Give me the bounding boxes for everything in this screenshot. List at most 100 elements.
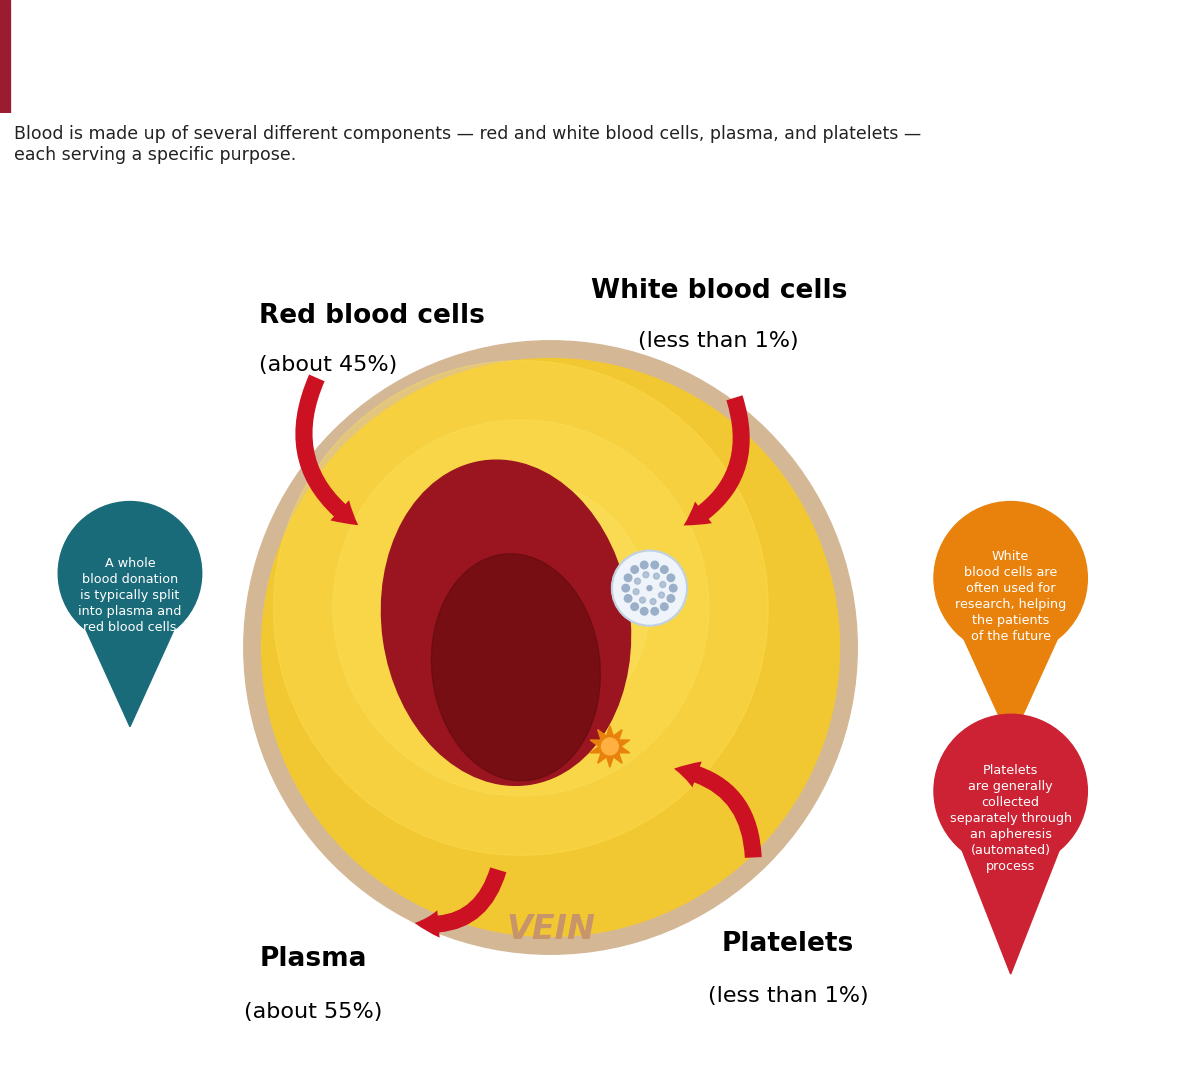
Circle shape	[934, 501, 1087, 655]
Text: (about 45%): (about 45%)	[259, 355, 397, 376]
Bar	[2, 0, 8, 113]
Bar	[1, 0, 8, 113]
Bar	[0, 0, 6, 113]
Circle shape	[624, 594, 632, 602]
Polygon shape	[590, 725, 630, 767]
Bar	[1, 0, 8, 113]
Text: (less than 1%): (less than 1%)	[638, 330, 799, 351]
Bar	[78, 570, 181, 613]
Bar	[2, 0, 10, 113]
Bar	[0, 0, 7, 113]
Bar	[4, 0, 11, 113]
Bar	[1, 0, 7, 113]
Bar	[0, 0, 6, 113]
Bar	[1, 0, 8, 113]
Circle shape	[650, 599, 656, 604]
Bar	[1, 0, 7, 113]
Polygon shape	[955, 620, 1066, 741]
Bar	[4, 0, 10, 113]
Bar	[2, 0, 8, 113]
Bar	[0, 0, 7, 113]
Bar	[4, 0, 10, 113]
Bar	[4, 0, 11, 113]
Text: Red blood cells: Red blood cells	[259, 303, 485, 329]
Bar	[2, 0, 8, 113]
Bar	[2, 0, 8, 113]
Bar	[2, 0, 8, 113]
Bar	[1, 0, 7, 113]
Circle shape	[641, 561, 648, 569]
Bar	[4, 0, 10, 113]
Bar	[2, 0, 10, 113]
Bar	[1, 0, 8, 113]
Bar	[4, 0, 10, 113]
Bar	[2, 0, 10, 113]
Bar	[2, 0, 10, 113]
Bar	[4, 0, 10, 113]
Text: (about 55%): (about 55%)	[244, 1002, 383, 1021]
Text: White
blood cells are
often used for
research, helping
the patients
of the futur: White blood cells are often used for res…	[955, 549, 1067, 643]
Bar	[2, 0, 8, 113]
Bar	[0, 0, 7, 113]
Bar	[4, 0, 11, 113]
Bar	[1, 0, 8, 113]
Bar	[2, 0, 8, 113]
Bar	[4, 0, 10, 113]
Bar	[1, 0, 7, 113]
Bar	[0, 0, 7, 113]
Bar	[4, 0, 10, 113]
Bar	[1, 0, 7, 113]
Bar	[0, 0, 7, 113]
Circle shape	[274, 361, 768, 855]
Bar	[4, 0, 10, 113]
Bar	[2, 0, 8, 113]
Bar	[2, 0, 8, 113]
Bar	[0, 0, 7, 113]
Bar	[1, 0, 8, 113]
Bar	[0, 0, 7, 113]
Bar	[2, 0, 8, 113]
Bar	[1, 0, 7, 113]
Bar	[0, 0, 6, 113]
Bar	[2, 0, 8, 113]
Circle shape	[634, 589, 640, 594]
Bar	[4, 0, 10, 113]
Bar	[4, 0, 11, 113]
Text: Platelets
are generally
collected
separately through
an apheresis
(automated)
pr: Platelets are generally collected separa…	[949, 764, 1072, 873]
Bar	[1, 0, 7, 113]
Bar	[4, 0, 10, 113]
Bar	[4, 0, 11, 113]
Bar	[1, 0, 7, 113]
Bar	[4, 0, 10, 113]
Bar	[2, 0, 8, 113]
Bar	[1, 0, 7, 113]
Bar	[2, 0, 8, 113]
FancyArrowPatch shape	[684, 395, 750, 526]
Bar	[2, 0, 8, 113]
Bar	[0, 0, 7, 113]
Circle shape	[641, 607, 648, 615]
Bar	[2, 0, 8, 113]
Bar	[4, 0, 10, 113]
Bar	[1, 0, 7, 113]
Bar	[1, 0, 8, 113]
Bar	[1, 0, 7, 113]
Bar	[1, 0, 7, 113]
Bar	[2, 0, 10, 113]
Bar	[1, 0, 7, 113]
Bar	[1, 0, 7, 113]
Bar	[0, 0, 7, 113]
Bar	[1, 0, 7, 113]
Bar	[1, 0, 7, 113]
Bar	[1, 0, 8, 113]
Bar	[4, 0, 10, 113]
Bar	[4, 0, 10, 113]
Bar	[4, 0, 11, 113]
Polygon shape	[955, 833, 1066, 974]
Bar	[2, 0, 10, 113]
Bar	[4, 0, 10, 113]
Bar	[4, 0, 10, 113]
Text: VEIN: VEIN	[506, 913, 595, 946]
Bar	[2, 0, 8, 113]
Bar	[1, 0, 8, 113]
